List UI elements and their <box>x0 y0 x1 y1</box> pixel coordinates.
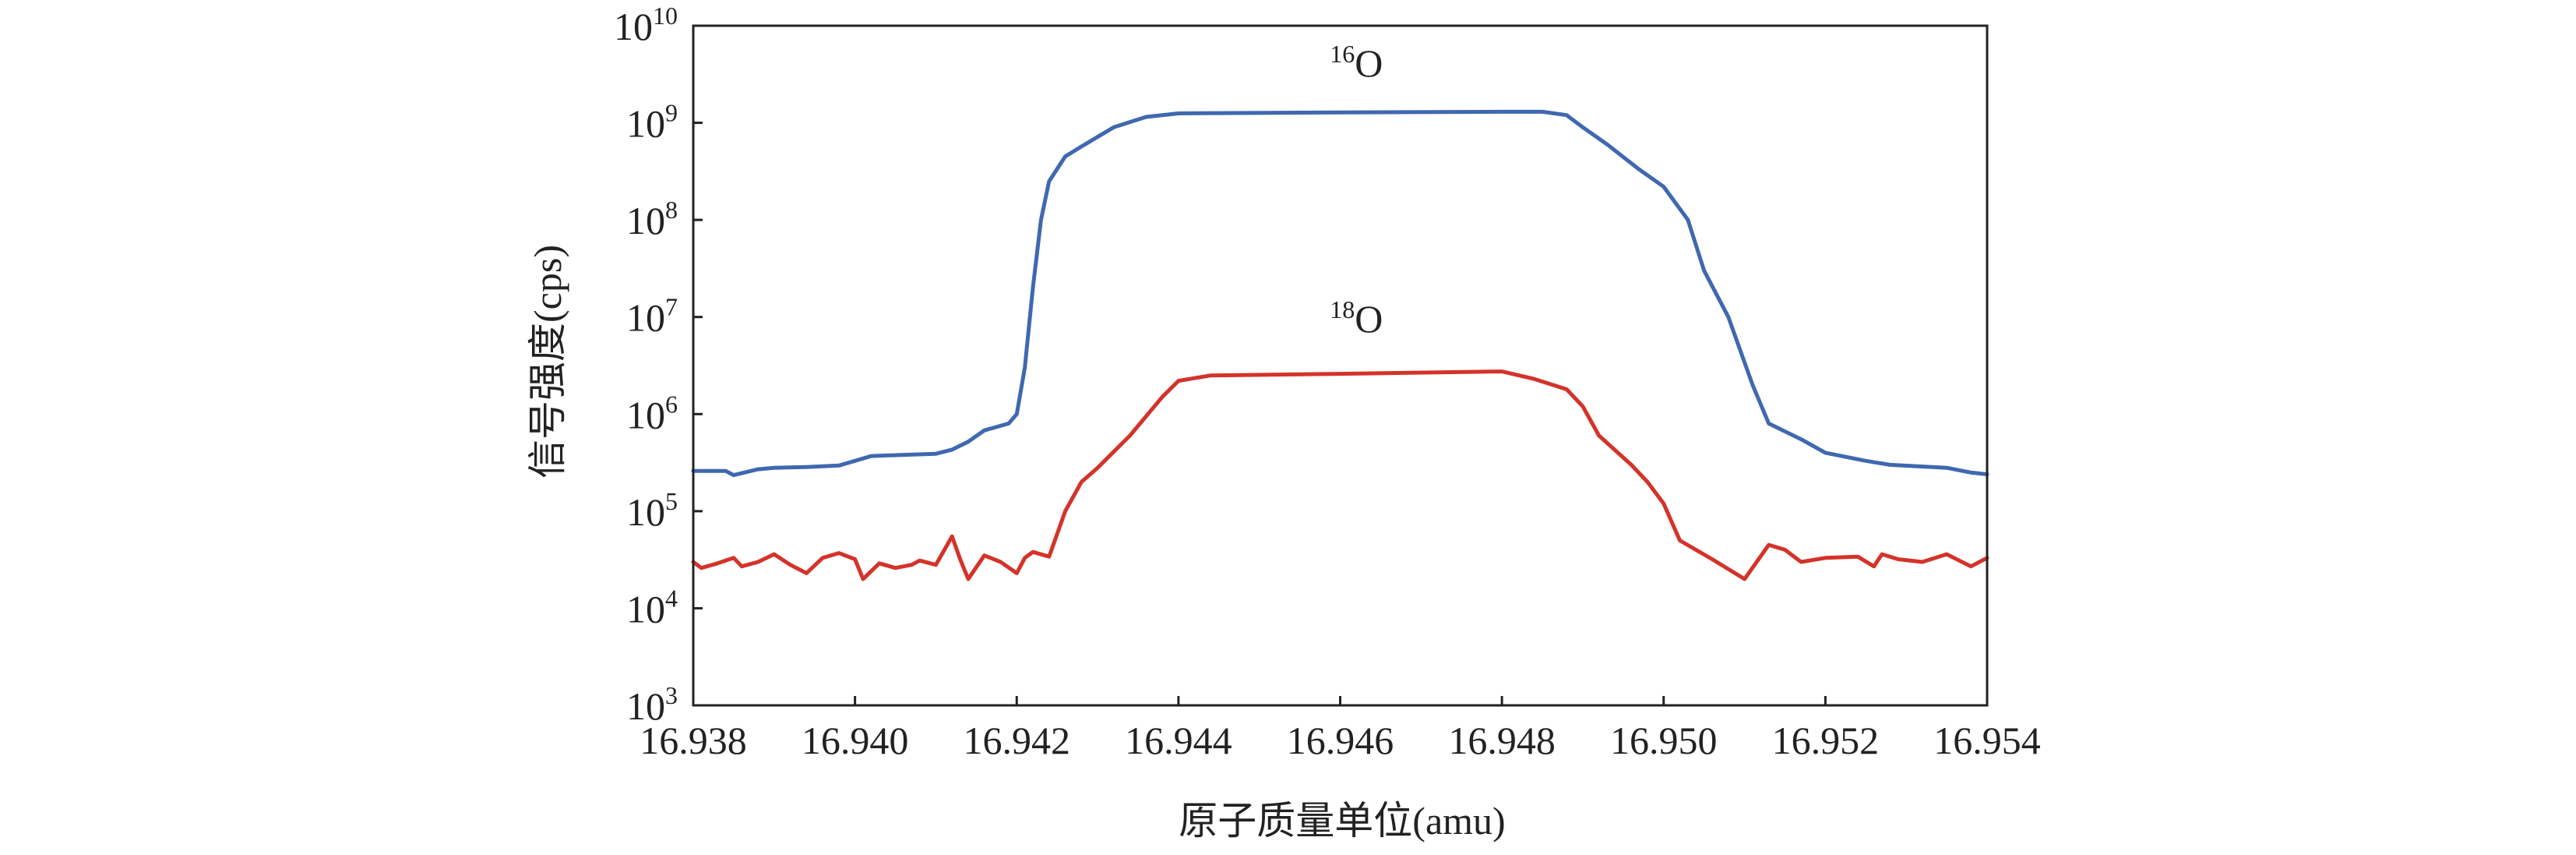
y-tick-label: 108 <box>626 196 678 242</box>
x-tick-label: 16.954 <box>1933 719 2041 762</box>
y-tick-label: 1010 <box>614 2 678 48</box>
x-tick-label: 16.938 <box>640 719 747 762</box>
y-tick-label: 105 <box>626 487 678 534</box>
annotation-layer: 16O 18O <box>1330 40 1383 341</box>
x-tick-label: 16.944 <box>1125 719 1232 762</box>
y-tick-label: 109 <box>626 99 678 146</box>
x-tick-label: 16.940 <box>802 719 909 762</box>
plot-frame <box>692 24 1989 707</box>
x-axis-label: 原子质量单位(amu) <box>1179 799 1505 843</box>
y-tick-label: 107 <box>626 293 678 340</box>
x-tick-label: 16.950 <box>1610 719 1718 762</box>
x-tick-label: 16.952 <box>1772 719 1880 762</box>
y-tick-label: 106 <box>626 390 678 436</box>
axes-layer: 16.938 16.940 16.942 16.944 16.946 16.948 16.9… <box>614 2 2041 762</box>
series-layer <box>691 109 1989 581</box>
x-tick-label: 16.946 <box>1287 719 1394 762</box>
y-tick-label: 103 <box>626 681 678 728</box>
series-line-2 <box>691 369 1989 581</box>
series-line-1 <box>691 109 1989 478</box>
y-axis-label: 信号强度(cps) <box>526 245 569 479</box>
x-tick-label: 16.942 <box>964 719 1071 762</box>
isotope-annotation: 18O <box>1330 295 1383 341</box>
x-tick-label: 16.948 <box>1448 719 1556 762</box>
isotope-annotation: 16O <box>1330 40 1383 85</box>
y-tick-label: 104 <box>626 584 678 631</box>
